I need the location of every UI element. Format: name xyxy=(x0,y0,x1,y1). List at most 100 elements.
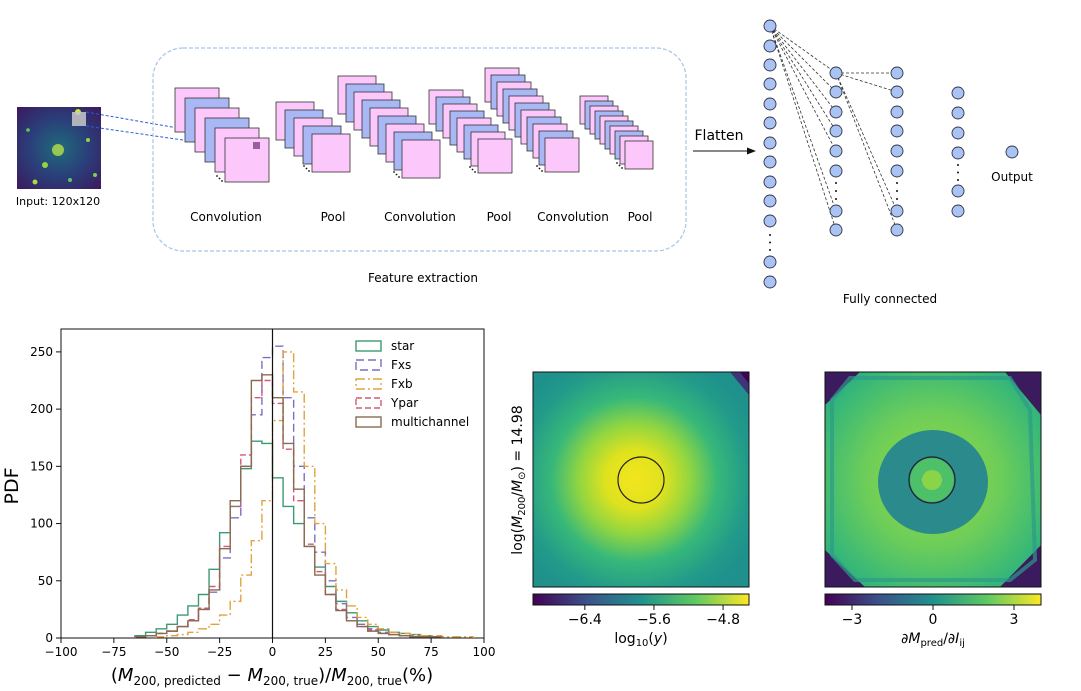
fc-edge xyxy=(769,25,837,132)
histogram-chart: −100 −75 −50 −25 0 25 50 75 100 050100150200250 … xyxy=(1,328,495,688)
colorbar-tick-label: −3 xyxy=(842,612,863,628)
stack-dot xyxy=(474,171,476,173)
kernel-marker xyxy=(253,142,260,149)
stage-label-conv-2: Convolution xyxy=(384,210,456,224)
colorbar-tick-label: 0 xyxy=(929,612,938,628)
fc-node-input xyxy=(763,275,777,289)
stack-dot xyxy=(536,165,538,167)
legend-swatch-multichannel xyxy=(355,416,382,428)
feature-map-3-7 xyxy=(477,138,513,174)
x-tick-label: −50 xyxy=(154,645,179,659)
fc-node-hidden-2 xyxy=(890,85,904,99)
fc-node-hidden-3 xyxy=(951,184,965,198)
heatmap-gradient: −3 0 3 ∂Mpred/∂Iij xyxy=(824,371,1042,649)
y-tick-label: 50 xyxy=(38,574,53,588)
feature-map-4-10 xyxy=(544,137,580,173)
stage-label-conv-1: Convolution xyxy=(190,210,262,224)
fc-edge xyxy=(769,25,837,113)
stack-dot xyxy=(305,167,308,170)
feature-map-5-9 xyxy=(624,140,654,170)
fc-ellipsis-dot xyxy=(835,190,837,192)
fc-node-output xyxy=(1005,145,1019,159)
fc-node-input xyxy=(763,255,777,269)
fc-edge xyxy=(835,72,898,93)
heatmap-1-image xyxy=(533,372,749,587)
feature-extraction-label: Feature extraction xyxy=(368,271,478,285)
stack-dot xyxy=(393,171,395,173)
stack-dot xyxy=(221,180,223,182)
fc-ellipsis-dot xyxy=(769,234,771,236)
stack-dot xyxy=(469,166,471,168)
fc-node-input xyxy=(763,19,777,33)
feature-extraction-box xyxy=(152,47,687,252)
colorbar-tick-label: 3 xyxy=(1010,612,1019,628)
fc-node-hidden-1 xyxy=(829,204,843,218)
colorbar-2-label: ∂Mpred/∂Iij xyxy=(901,631,965,649)
fc-node-hidden-1 xyxy=(829,85,843,99)
stage-label-pool-3: Pool xyxy=(628,210,653,224)
fc-node-hidden-3 xyxy=(951,126,965,140)
colorbar-tick-label: −4.8 xyxy=(706,612,740,628)
fully-connected-network xyxy=(763,19,1019,289)
legend-swatch-Fxs xyxy=(355,359,382,371)
fc-edge xyxy=(769,25,837,74)
fc-node-hidden-1 xyxy=(829,124,843,138)
stack-dot xyxy=(471,168,474,171)
fc-node-hidden-2 xyxy=(890,144,904,158)
stack-dot xyxy=(541,170,543,172)
legend-label-Fxb: Fxb xyxy=(391,377,413,391)
stage-label-pool-1: Pool xyxy=(321,210,346,224)
y-tick-label: 250 xyxy=(30,345,53,359)
fc-node-input xyxy=(763,58,777,72)
fc-ellipsis-dot xyxy=(896,190,898,192)
output-label: Output xyxy=(991,170,1033,184)
x-tick-label: −75 xyxy=(101,645,126,659)
colorbar-tick-label: −6.4 xyxy=(568,612,602,628)
histogram-series xyxy=(134,345,475,638)
fc-edge xyxy=(769,25,837,231)
histogram-legend: star Fxs Fxb Ypar multichannel xyxy=(355,339,469,429)
colorbar-2 xyxy=(824,593,1042,606)
cnn-diagram: Input: 120x120 Convolution Pool Convolut… xyxy=(16,19,1033,306)
fc-edge xyxy=(769,25,837,152)
flatten-label: Flatten xyxy=(695,128,744,144)
fc-node-hidden-1 xyxy=(829,223,843,237)
x-tick-label: 25 xyxy=(318,645,333,659)
stack-dot xyxy=(216,175,218,177)
fc-node-input xyxy=(763,175,777,189)
legend-swatch-Fxb xyxy=(355,378,382,390)
fc-edge xyxy=(835,72,898,231)
colorbar-2-ticks: −3 0 3 xyxy=(842,605,1019,628)
x-tick-label: 50 xyxy=(371,645,386,659)
series-multichannel-step xyxy=(134,374,443,638)
fc-ellipsis-dot xyxy=(769,241,771,244)
x-tick-label: 75 xyxy=(423,645,438,659)
fc-ellipsis-dot xyxy=(957,164,959,166)
legend-label-Ypar: Ypar xyxy=(390,396,418,410)
heatmap-2-circle xyxy=(908,456,956,504)
x-tick-label: −25 xyxy=(207,645,232,659)
legend-swatch-Ypar xyxy=(355,397,382,409)
y-tick-label: 150 xyxy=(30,459,53,473)
series-Fxb-step xyxy=(155,351,475,638)
fc-node-hidden-3 xyxy=(951,86,965,100)
stack-dot xyxy=(538,167,541,170)
y-tick-label: 200 xyxy=(30,402,53,416)
stack-dot xyxy=(303,165,305,167)
fc-node-hidden-1 xyxy=(829,164,843,178)
fc-node-input xyxy=(763,155,777,169)
fc-ellipsis-dot xyxy=(835,182,837,184)
fc-node-hidden-3 xyxy=(951,204,965,218)
feature-map-0-5 xyxy=(224,137,270,183)
fc-node-hidden-2 xyxy=(890,164,904,178)
fc-ellipsis-dot xyxy=(957,171,959,174)
y-tick-label: 0 xyxy=(45,631,53,645)
fc-node-hidden-2 xyxy=(890,204,904,218)
stage-label-pool-2: Pool xyxy=(487,210,512,224)
stack-dot xyxy=(395,173,398,176)
heatmap-1-circle xyxy=(617,456,665,504)
fc-node-hidden-3 xyxy=(951,106,965,120)
fc-node-hidden-2 xyxy=(890,223,904,237)
fc-ellipsis-dot xyxy=(957,179,959,181)
